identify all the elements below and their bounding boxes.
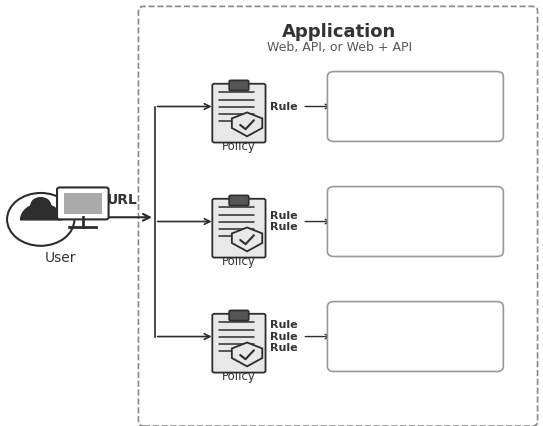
Text: /manager: /manager bbox=[342, 339, 409, 353]
Text: /*: /* bbox=[342, 109, 353, 123]
FancyBboxPatch shape bbox=[57, 187, 109, 219]
FancyBboxPatch shape bbox=[327, 72, 503, 141]
FancyBboxPatch shape bbox=[229, 196, 249, 206]
Text: Policy: Policy bbox=[222, 255, 256, 268]
Circle shape bbox=[31, 198, 50, 213]
FancyBboxPatch shape bbox=[229, 81, 249, 91]
Text: Rule: Rule bbox=[270, 320, 298, 331]
Text: Resource: Resource bbox=[342, 90, 415, 104]
Polygon shape bbox=[232, 343, 262, 366]
Text: Application: Application bbox=[282, 23, 396, 41]
Text: Resource: Resource bbox=[342, 320, 415, 334]
Polygon shape bbox=[232, 227, 262, 251]
Text: User: User bbox=[45, 251, 77, 265]
Text: Rule: Rule bbox=[270, 222, 298, 232]
FancyBboxPatch shape bbox=[327, 187, 503, 256]
Text: Rule: Rule bbox=[270, 343, 298, 353]
FancyBboxPatch shape bbox=[327, 302, 503, 371]
Text: Rule: Rule bbox=[270, 101, 298, 112]
Text: Resource: Resource bbox=[342, 205, 415, 219]
Text: Policy: Policy bbox=[222, 140, 256, 153]
Text: Web, API, or Web + API: Web, API, or Web + API bbox=[267, 41, 412, 54]
Circle shape bbox=[7, 193, 74, 246]
Text: /user: /user bbox=[342, 224, 377, 238]
Text: URL: URL bbox=[107, 193, 137, 207]
FancyBboxPatch shape bbox=[212, 314, 266, 373]
FancyBboxPatch shape bbox=[212, 199, 266, 258]
Text: Policy: Policy bbox=[222, 370, 256, 383]
FancyBboxPatch shape bbox=[64, 193, 102, 214]
FancyBboxPatch shape bbox=[212, 84, 266, 143]
Polygon shape bbox=[232, 112, 262, 136]
Text: Rule: Rule bbox=[270, 211, 298, 221]
FancyBboxPatch shape bbox=[229, 311, 249, 321]
Text: Rule: Rule bbox=[270, 331, 298, 342]
